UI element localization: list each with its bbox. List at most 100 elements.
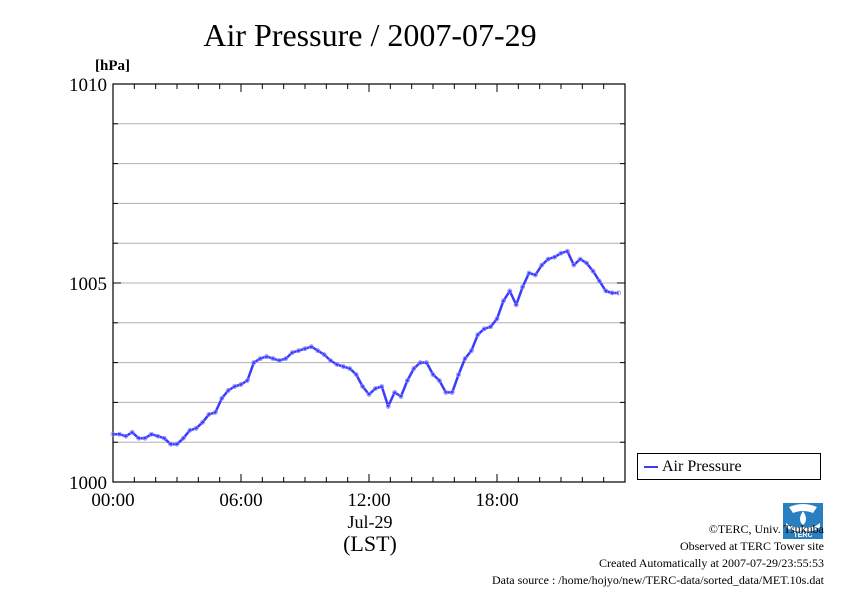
data-point [449, 390, 455, 395]
data-point [513, 302, 519, 308]
data-point [225, 388, 231, 393]
data-point [200, 419, 206, 425]
data-point [110, 431, 116, 437]
data-point [270, 356, 276, 362]
data-point [481, 326, 487, 332]
data-point [117, 431, 122, 437]
data-point [609, 290, 615, 296]
chart-title: Air Pressure / 2007-07-29 [203, 17, 536, 53]
data-point [244, 378, 250, 383]
x-ticks: 00:00 06:00 12:00 18:00 [91, 84, 626, 511]
data-point [219, 396, 225, 401]
x-axis-label: (LST) [343, 531, 397, 556]
data-point [168, 441, 174, 447]
date-label: Jul-29 [348, 512, 393, 532]
data-point [520, 284, 525, 290]
data-point [577, 256, 583, 262]
data-point [398, 394, 404, 399]
y-tick-label: 1005 [69, 274, 107, 295]
data-point [494, 316, 500, 322]
data-point [488, 324, 494, 330]
x-tick-label: 00:00 [91, 490, 134, 511]
data-point [379, 384, 385, 389]
data-point [456, 372, 462, 377]
data-point [142, 435, 148, 441]
series-group [110, 248, 621, 447]
data-point [129, 429, 135, 435]
data-point [315, 348, 321, 354]
data-point [545, 256, 551, 262]
data-point [283, 356, 289, 362]
data-point [238, 382, 244, 387]
data-point [603, 288, 609, 294]
data-point [430, 372, 436, 377]
data-point [206, 411, 212, 417]
data-point [136, 435, 142, 441]
data-point [347, 366, 353, 371]
data-point [148, 431, 154, 437]
data-point [328, 358, 334, 364]
data-point [155, 433, 161, 439]
data-point [500, 298, 506, 304]
data-point [616, 290, 621, 296]
data-point [597, 278, 602, 284]
data-point [296, 348, 302, 354]
data-point [232, 384, 238, 389]
legend-swatch [644, 466, 658, 468]
data-point [193, 425, 199, 431]
source-text: Data source : /home/hojyo/new/TERC-data/… [491, 573, 824, 587]
data-point [443, 390, 449, 395]
data-point [276, 358, 282, 364]
data-point [340, 364, 346, 369]
data-point [257, 356, 263, 362]
data-point [552, 254, 557, 260]
data-point [372, 386, 378, 391]
data-point [571, 262, 577, 268]
data-point [584, 260, 589, 266]
data-point [251, 360, 257, 366]
data-point [302, 346, 308, 352]
data-point [436, 378, 442, 383]
data-point [187, 427, 193, 433]
y-tick-label: 1010 [69, 75, 107, 96]
legend: Air Pressure [637, 453, 821, 480]
data-point [392, 390, 398, 395]
x-tick-label: 06:00 [219, 490, 262, 511]
data-point [161, 435, 167, 441]
data-point [180, 435, 186, 441]
x-tick-label: 18:00 [475, 490, 518, 511]
terc-logo-icon: TERC [783, 503, 823, 539]
data-point [468, 348, 474, 354]
data-point [264, 354, 270, 360]
y-axis-label: [hPa] [95, 58, 130, 74]
data-point [424, 360, 430, 366]
data-point [289, 350, 295, 356]
data-point [558, 250, 564, 256]
data-point [360, 384, 366, 389]
x-tick-label: 12:00 [347, 490, 390, 511]
data-point [539, 262, 545, 268]
svg-text:TERC: TERC [793, 532, 812, 539]
data-point [533, 272, 538, 278]
data-point [417, 360, 423, 366]
data-point [565, 248, 570, 254]
data-point [321, 352, 327, 358]
created-text: Created Automatically at 2007-07-29/23:5… [599, 556, 824, 570]
grid-lines [113, 123, 625, 443]
y-tick-label: 1000 [69, 473, 107, 494]
y-ticks: 1000 1005 1010 [69, 75, 625, 494]
copyright-text: ©TERC, Univ. Tsukuba [708, 522, 824, 536]
data-point [353, 372, 359, 377]
data-point [475, 332, 481, 338]
observed-text: Observed at TERC Tower site [679, 539, 824, 553]
data-point [590, 268, 596, 274]
data-point [462, 356, 468, 362]
data-point [174, 441, 180, 447]
data-point [123, 433, 129, 439]
data-point [308, 344, 314, 350]
series-line-air-pressure [113, 249, 619, 446]
data-point [507, 288, 513, 294]
data-point [334, 362, 340, 367]
data-point [411, 366, 417, 371]
